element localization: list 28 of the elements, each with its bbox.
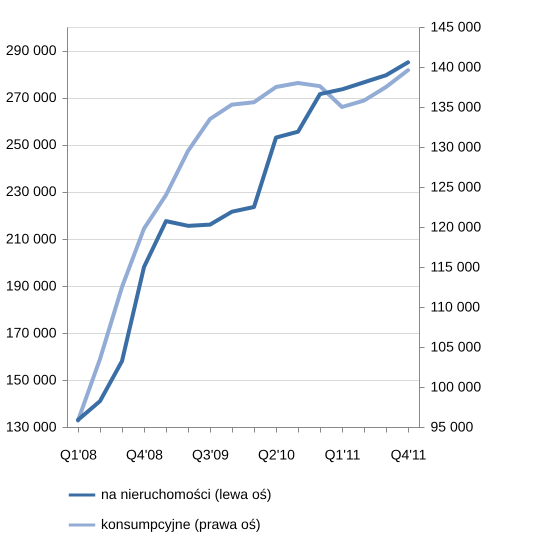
y2-tick-label: 95 000 [430,418,474,434]
x-tick-label: Q1'11 [324,446,361,462]
y-tick-label: 190 000 [6,277,57,294]
y2-tick-label: 135 000 [430,98,482,114]
y2-tick-label: 130 000 [430,138,482,154]
y2-tick-label: 125 000 [430,178,482,194]
y2-tick-label: 140 000 [430,58,482,74]
y2-tick-label: 100 000 [430,378,482,394]
y-tick-label: 270 000 [6,89,57,106]
y2-tick-label: 145 000 [430,18,482,34]
y2-tick-label: 110 000 [430,298,480,314]
y2-tick-label: 120 000 [430,218,482,234]
y2-tick-label: 115 000 [430,258,480,274]
y-tick-label: 230 000 [6,183,57,200]
legend-label: konsumpcyjne (prawa oś) [101,516,261,532]
y-tick-label: 250 000 [6,136,57,152]
legend-label: na nieruchomości (lewa oś) [101,486,272,502]
y-tick-label: 170 000 [6,324,57,340]
y-tick-label: 290 000 [6,42,57,58]
y2-tick-label: 105 000 [430,338,482,354]
x-tick-label: Q2'10 [258,446,296,462]
y-tick-label: 130 000 [6,418,57,434]
x-tick-label: Q4'08 [126,446,164,462]
x-tick-label: Q1'08 [60,446,98,462]
x-tick-label: Q4'11 [390,446,427,462]
y-tick-label: 210 000 [6,230,57,246]
x-tick-label: Q3'09 [192,446,230,462]
y-tick-label: 150 000 [6,371,57,388]
